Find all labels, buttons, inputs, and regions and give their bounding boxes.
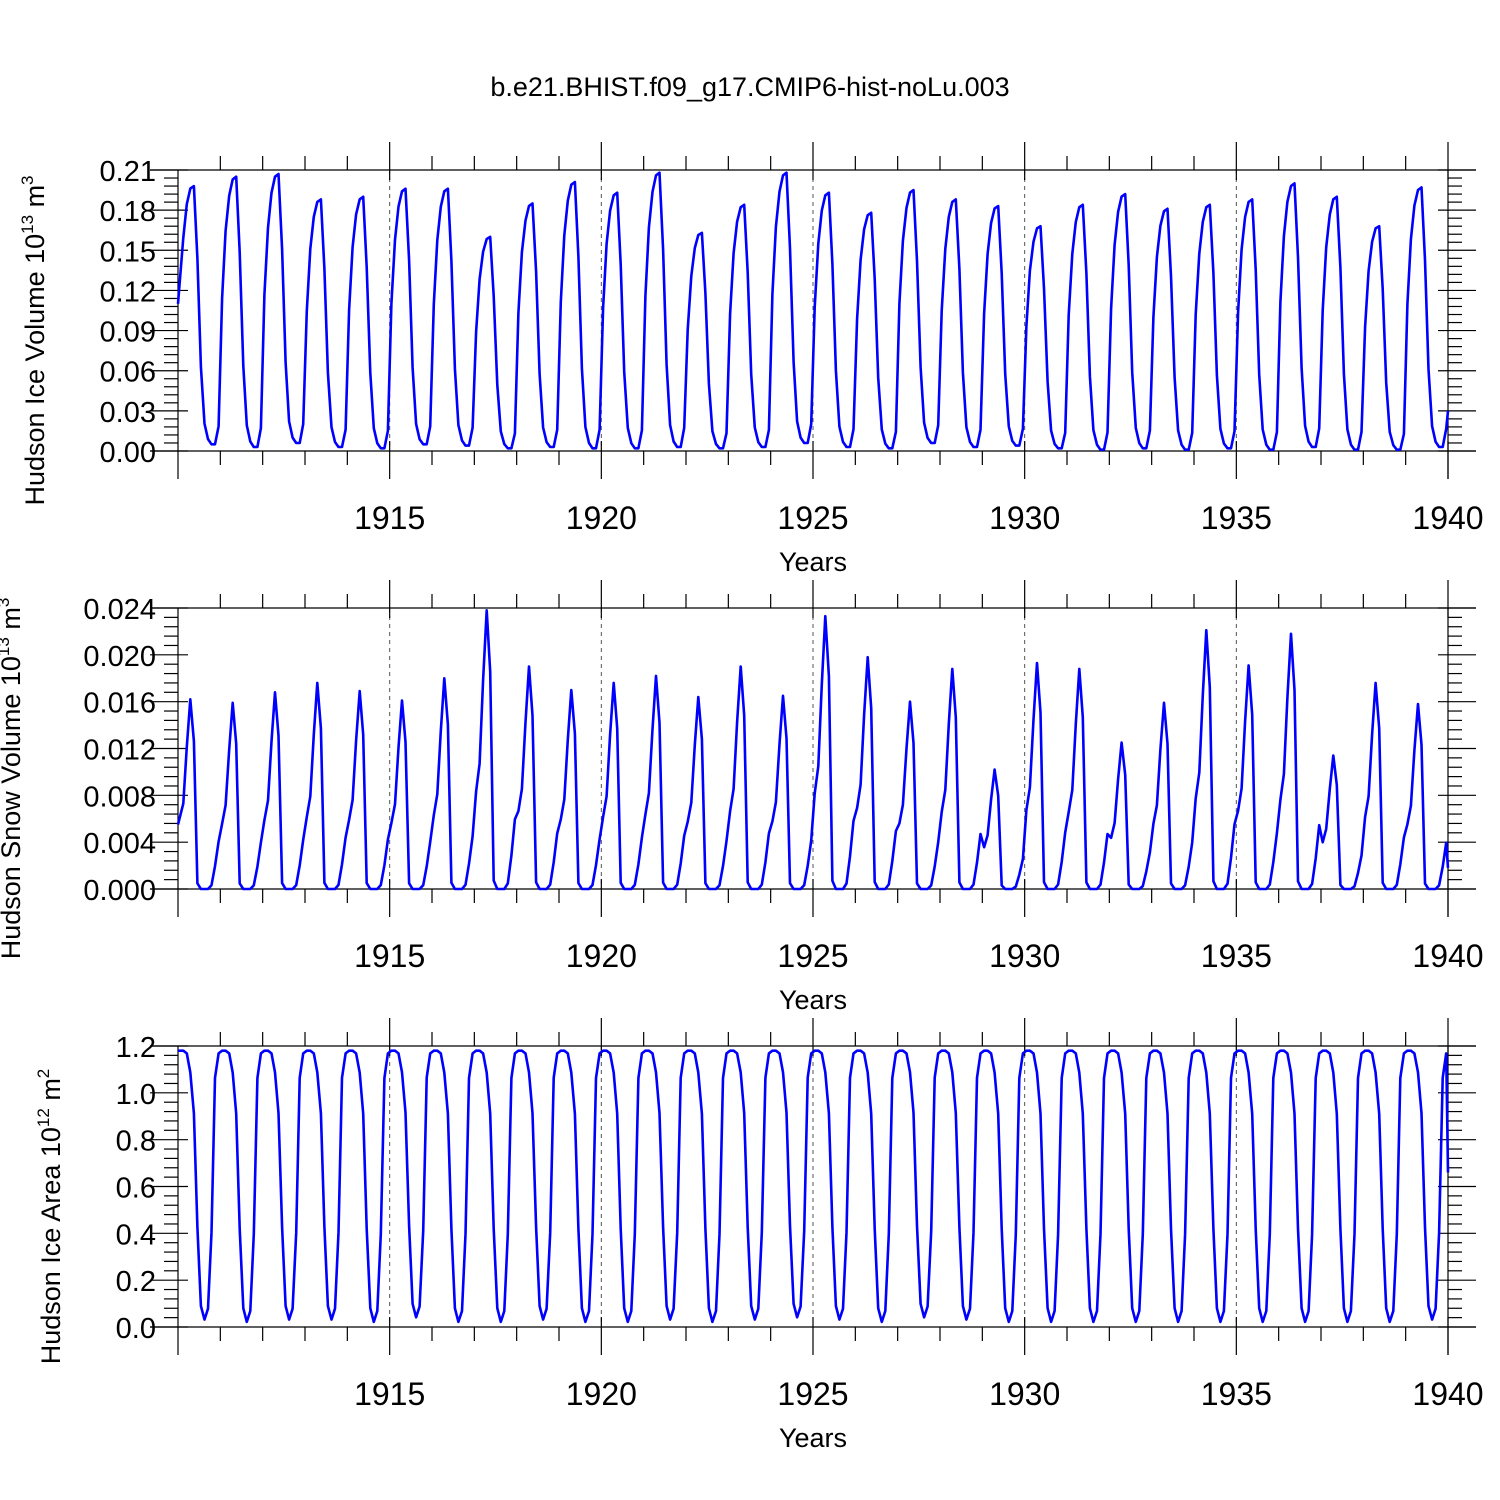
y-tick-label: 0.8 — [116, 1126, 156, 1158]
x-tick-label: 1925 — [777, 1376, 848, 1412]
series-line-ice-volume — [176, 171, 1450, 452]
y-tick-label: 0.020 — [83, 641, 156, 673]
y-tick-label: 1.0 — [116, 1079, 156, 1111]
y-tick-label: 0.024 — [83, 594, 156, 626]
y-tick-label: 0.00 — [100, 437, 156, 469]
x-tick-label: 1935 — [1201, 500, 1272, 536]
y-tick-label: 0.016 — [83, 688, 156, 720]
y-tick-label: 0.03 — [100, 397, 156, 429]
y-tick-label: 0.06 — [100, 357, 156, 389]
panels-container: 0.00 0.03 0.06 0.09 0.12 0.15 0.18 0.21 1915 1920… — [0, 142, 1484, 1453]
y-tick-label: 1.2 — [116, 1032, 156, 1064]
y-tick-label: 0.0 — [116, 1313, 156, 1345]
panel-ice-area: 0.0 0.2 0.4 0.6 0.8 1.0 1.2 1915 1920 1925 1930 193… — [34, 1018, 1484, 1453]
x-tick-label: 1915 — [354, 1376, 425, 1412]
x-tick-label: 1930 — [989, 938, 1060, 974]
x-axis-label: Years — [779, 547, 847, 577]
x-tick-label: 1920 — [566, 938, 637, 974]
y-tick-label: 0.21 — [100, 156, 156, 188]
y-axis-label: Hudson Snow Volume 1013 m3 — [0, 598, 26, 960]
panel-ice-volume: 0.00 0.03 0.06 0.09 0.12 0.15 0.18 0.21 1915 1920… — [18, 142, 1484, 577]
y-tick-label: 0.012 — [83, 735, 156, 767]
x-axis-label: Years — [779, 985, 847, 1015]
x-tick-label: 1940 — [1412, 1376, 1483, 1412]
y-tick-label: 0.12 — [100, 276, 156, 308]
x-tick-label: 1930 — [989, 500, 1060, 536]
x-tick-label: 1930 — [989, 1376, 1060, 1412]
y-axis-label: Hudson Ice Area 1012 m2 — [34, 1069, 66, 1365]
x-tick-label: 1935 — [1201, 1376, 1272, 1412]
x-tick-label: 1920 — [566, 500, 637, 536]
y-axis-label: Hudson Ice Volume 1013 m3 — [18, 175, 50, 505]
x-tick-label: 1915 — [354, 938, 425, 974]
x-tick-label: 1940 — [1412, 938, 1483, 974]
series-line-snow-volume — [176, 608, 1450, 891]
x-axis-label: Years — [779, 1423, 847, 1453]
panel-snow-volume: 0.000 0.004 0.008 0.012 0.016 0.020 0.024 1915 1… — [0, 580, 1484, 1015]
series-line-ice-area — [178, 1049, 1450, 1324]
x-tick-label: 1925 — [777, 938, 848, 974]
y-tick-label: 0.2 — [116, 1266, 156, 1298]
y-tick-label: 0.000 — [83, 875, 156, 907]
x-tick-label: 1920 — [566, 1376, 637, 1412]
y-tick-label: 0.15 — [100, 236, 156, 268]
figure-title: b.e21.BHIST.f09_g17.CMIP6-hist-noLu.003 — [490, 72, 1009, 102]
y-tick-label: 0.004 — [83, 828, 156, 860]
y-tick-label: 0.4 — [116, 1219, 156, 1251]
x-tick-label: 1940 — [1412, 500, 1483, 536]
y-tick-label: 0.008 — [83, 781, 156, 813]
x-tick-label: 1935 — [1201, 938, 1272, 974]
x-tick-label: 1925 — [777, 500, 848, 536]
y-tick-label: 0.09 — [100, 317, 156, 349]
y-tick-label: 0.6 — [116, 1173, 156, 1205]
y-tick-label: 0.18 — [100, 196, 156, 228]
x-tick-label: 1915 — [354, 500, 425, 536]
